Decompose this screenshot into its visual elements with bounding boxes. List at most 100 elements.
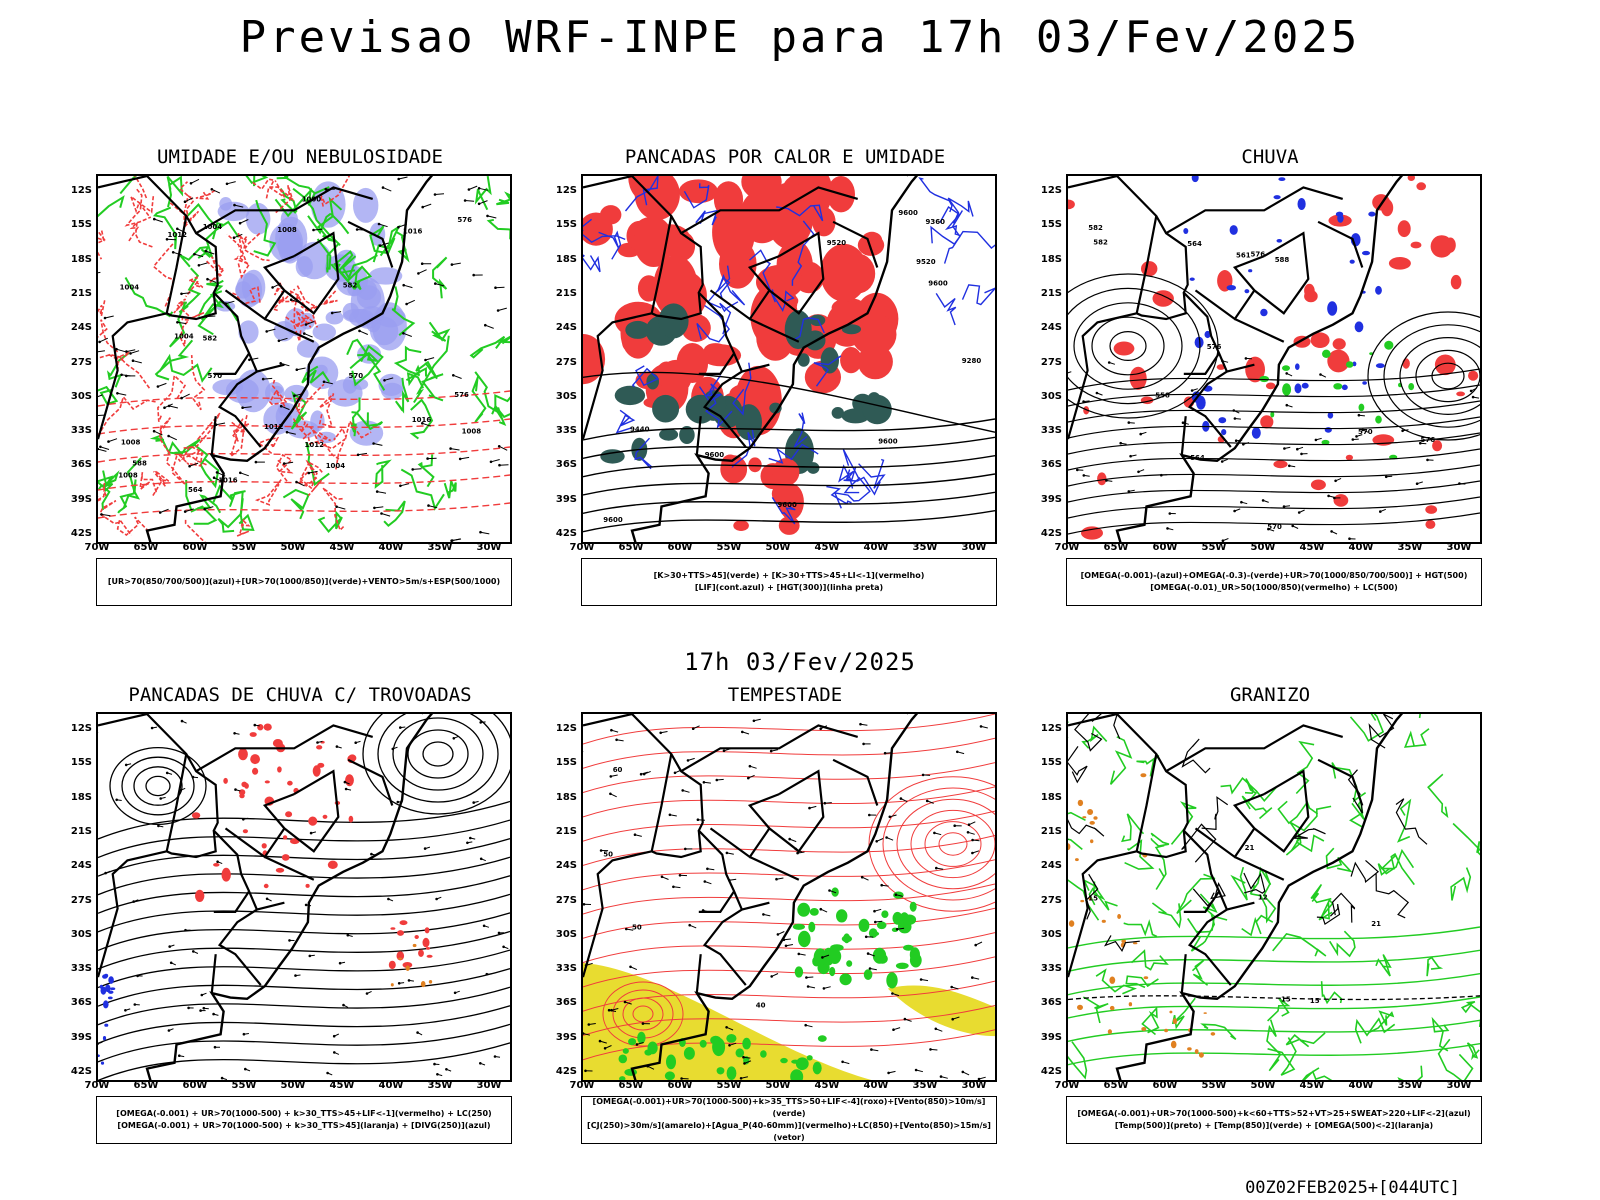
lat-tick-label: 21S	[70, 287, 92, 299]
contour-label: 1008	[277, 226, 297, 234]
lat-tick-label: 18S	[555, 253, 577, 265]
lat-tick-label: 24S	[555, 322, 577, 334]
lon-tick-label: 45W	[814, 1080, 840, 1091]
contour-label: 9520	[827, 239, 847, 247]
map-layer: 50 60 50 40	[583, 714, 995, 1080]
lon-tick-label: 45W	[329, 542, 355, 553]
lon-tick-label: 50W	[1250, 542, 1276, 553]
lat-tick-label: 12S	[555, 723, 577, 734]
lat-tick-label: 24S	[70, 860, 92, 872]
panel-title: UMIDADE E/OU NEBULOSIDADE	[157, 146, 443, 168]
lon-tick-label: 30W	[1446, 542, 1472, 553]
middle-time-label: 17h 03/Fev/2025	[684, 648, 916, 676]
lat-tick-label: 18S	[555, 791, 577, 803]
map-layer: 582 588 582 576 570 564 576 576 570 564 561 558	[1068, 176, 1480, 542]
lon-tick-label: 35W	[427, 542, 453, 553]
lon-tick-label: 55W	[1201, 542, 1227, 553]
lat-tick-label: 18S	[1040, 253, 1062, 265]
lat-tick-label: 12S	[70, 723, 92, 734]
lon-tick-label: 30W	[961, 542, 987, 553]
contour-label: 1012	[168, 231, 188, 239]
legend-box: [OMEGA(-0.001) + UR>70(1000-500) + k>30_…	[96, 1096, 512, 1144]
lon-tick-label: 60W	[667, 1080, 693, 1091]
panel-trovoadas: PANCADAS DE CHUVA C/ TROVOADAS 12S 15S 18S…	[70, 684, 530, 1174]
contour-label: 1008	[118, 472, 138, 480]
lat-tick-label: 33S	[555, 425, 577, 437]
lat-tick-label: 39S	[1040, 1031, 1062, 1043]
lat-tick-label: 24S	[1040, 860, 1062, 872]
lat-tick-label: 36S	[1040, 997, 1062, 1009]
lat-tick-label: 42S	[1040, 528, 1062, 539]
panel-title: TEMPESTADE	[727, 684, 843, 706]
lat-tick-label: 27S	[555, 356, 577, 368]
lon-tick-label: 55W	[231, 542, 257, 553]
legend-box: [UR>70(850/700/500)](azul)+[UR>70(1000/8…	[96, 558, 512, 606]
lon-tick-label: 30W	[1446, 1080, 1472, 1091]
contour-label: 558	[1155, 392, 1170, 400]
lat-tick-label: 27S	[1040, 894, 1062, 906]
contour-label: 1000	[302, 195, 322, 203]
legend-line: [K>30+TTS>45](verde) + [K>30+TTS>45+LI<-…	[653, 571, 925, 580]
main-title: Previsao WRF-INPE para 17h 03/Fev/2025	[239, 12, 1361, 63]
lon-tick-label: 70W	[569, 542, 595, 553]
lat-tick-label: 21S	[1040, 287, 1062, 299]
lon-tick-label: 70W	[1054, 542, 1080, 553]
lon-tick-label: 35W	[1397, 542, 1423, 553]
lat-tick-label: 42S	[70, 528, 92, 539]
lat-tick-label: 18S	[70, 791, 92, 803]
contour-label: 576	[1421, 436, 1436, 444]
contour-label: 1008	[121, 438, 141, 446]
contour-label: 570	[349, 372, 364, 380]
lon-tick-label: 40W	[378, 1080, 404, 1091]
lat-tick-label: 24S	[555, 860, 577, 872]
lat-tick-label: 18S	[70, 253, 92, 265]
contour-label: 1016	[412, 416, 432, 424]
lon-tick-label: 60W	[182, 1080, 208, 1091]
lat-tick-label: 33S	[555, 963, 577, 975]
contour-label: 588	[1275, 256, 1290, 264]
contour-label: 1004	[203, 223, 223, 231]
lat-tick-label: 21S	[1040, 825, 1062, 837]
lon-tick-label: 35W	[1397, 1080, 1423, 1091]
lat-tick-label: 39S	[555, 1031, 577, 1043]
panel-title: PANCADAS POR CALOR E UMIDADE	[624, 146, 946, 168]
lat-tick-label: 15S	[70, 219, 92, 231]
lat-tick-label: 42S	[1040, 1066, 1062, 1077]
lat-tick-label: 36S	[555, 997, 577, 1009]
lat-tick-label: 27S	[1040, 356, 1062, 368]
lon-tick-label: 60W	[1152, 542, 1178, 553]
contour-label: 570	[208, 372, 223, 380]
contour-label: 1012	[305, 441, 325, 449]
legend-line: [OMEGA(-0.001)+UR>70(1000-500)+k<60+TTS>…	[1077, 1109, 1471, 1118]
lat-tick-label: 21S	[555, 825, 577, 837]
lon-tick-label: 30W	[476, 542, 502, 553]
lat-tick-label: 33S	[1040, 425, 1062, 437]
contour-label: 50	[632, 924, 642, 932]
lat-tick-label: 30S	[555, 928, 577, 940]
lon-tick-label: 50W	[1250, 1080, 1276, 1091]
legend-line: [CJ(250)>30m/s](amarelo)+[Agua_P(40-60mm…	[587, 1121, 991, 1142]
contour-label: 9280	[962, 357, 982, 365]
legend-box: [OMEGA(-0.001)+UR>70(1000-500)+k>35_TTS>…	[581, 1096, 997, 1144]
lat-tick-label: 42S	[70, 1066, 92, 1077]
lon-tick-label: 40W	[1348, 1080, 1374, 1091]
lat-tick-label: 12S	[1040, 185, 1062, 196]
lon-tick-label: 55W	[716, 1080, 742, 1091]
legend-box: [K>30+TTS>45](verde) + [K>30+TTS>45+LI<-…	[581, 558, 997, 606]
lat-tick-label: 33S	[1040, 963, 1062, 975]
lat-tick-label: 27S	[555, 894, 577, 906]
forecast-map: 50 60 50 40	[581, 712, 997, 1082]
lat-tick-label: 15S	[1040, 219, 1062, 231]
contour-label: 9440	[630, 425, 650, 433]
lat-tick-label: 30S	[1040, 928, 1062, 940]
panel-umidade: UMIDADE E/OU NEBULOSIDADE 12S 15S 18S 21S 24…	[70, 146, 530, 626]
contour-label: 60	[613, 766, 623, 774]
lon-tick-label: 55W	[1201, 1080, 1227, 1091]
forecast-map: 9600 9600 9600 9600 9600 9600 9520 9520 9440 9360…	[581, 174, 997, 544]
contour-label: 12	[1258, 893, 1268, 901]
lon-tick-label: 50W	[280, 1080, 306, 1091]
contour-label: 9600	[777, 501, 797, 509]
lat-tick-label: 30S	[70, 928, 92, 940]
contour-label: 564	[188, 486, 203, 494]
panel-title: CHUVA	[1241, 146, 1299, 168]
